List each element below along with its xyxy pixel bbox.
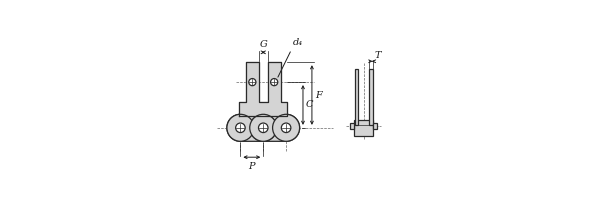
Circle shape — [249, 79, 256, 86]
Bar — [369, 69, 373, 125]
Bar — [355, 69, 358, 125]
Bar — [350, 123, 353, 129]
Text: T: T — [375, 51, 382, 60]
Circle shape — [259, 123, 268, 133]
Text: G: G — [259, 40, 267, 49]
Circle shape — [236, 123, 245, 133]
Text: P: P — [248, 162, 255, 171]
Text: d₄: d₄ — [293, 38, 302, 47]
Circle shape — [271, 79, 278, 86]
Text: C: C — [306, 100, 313, 109]
Circle shape — [227, 114, 254, 141]
Polygon shape — [239, 62, 287, 116]
Polygon shape — [250, 114, 299, 141]
Circle shape — [250, 114, 277, 141]
Circle shape — [281, 123, 291, 133]
Text: F: F — [315, 91, 322, 100]
Bar — [353, 120, 373, 136]
Circle shape — [272, 114, 299, 141]
Polygon shape — [227, 114, 277, 141]
Bar — [373, 123, 377, 129]
